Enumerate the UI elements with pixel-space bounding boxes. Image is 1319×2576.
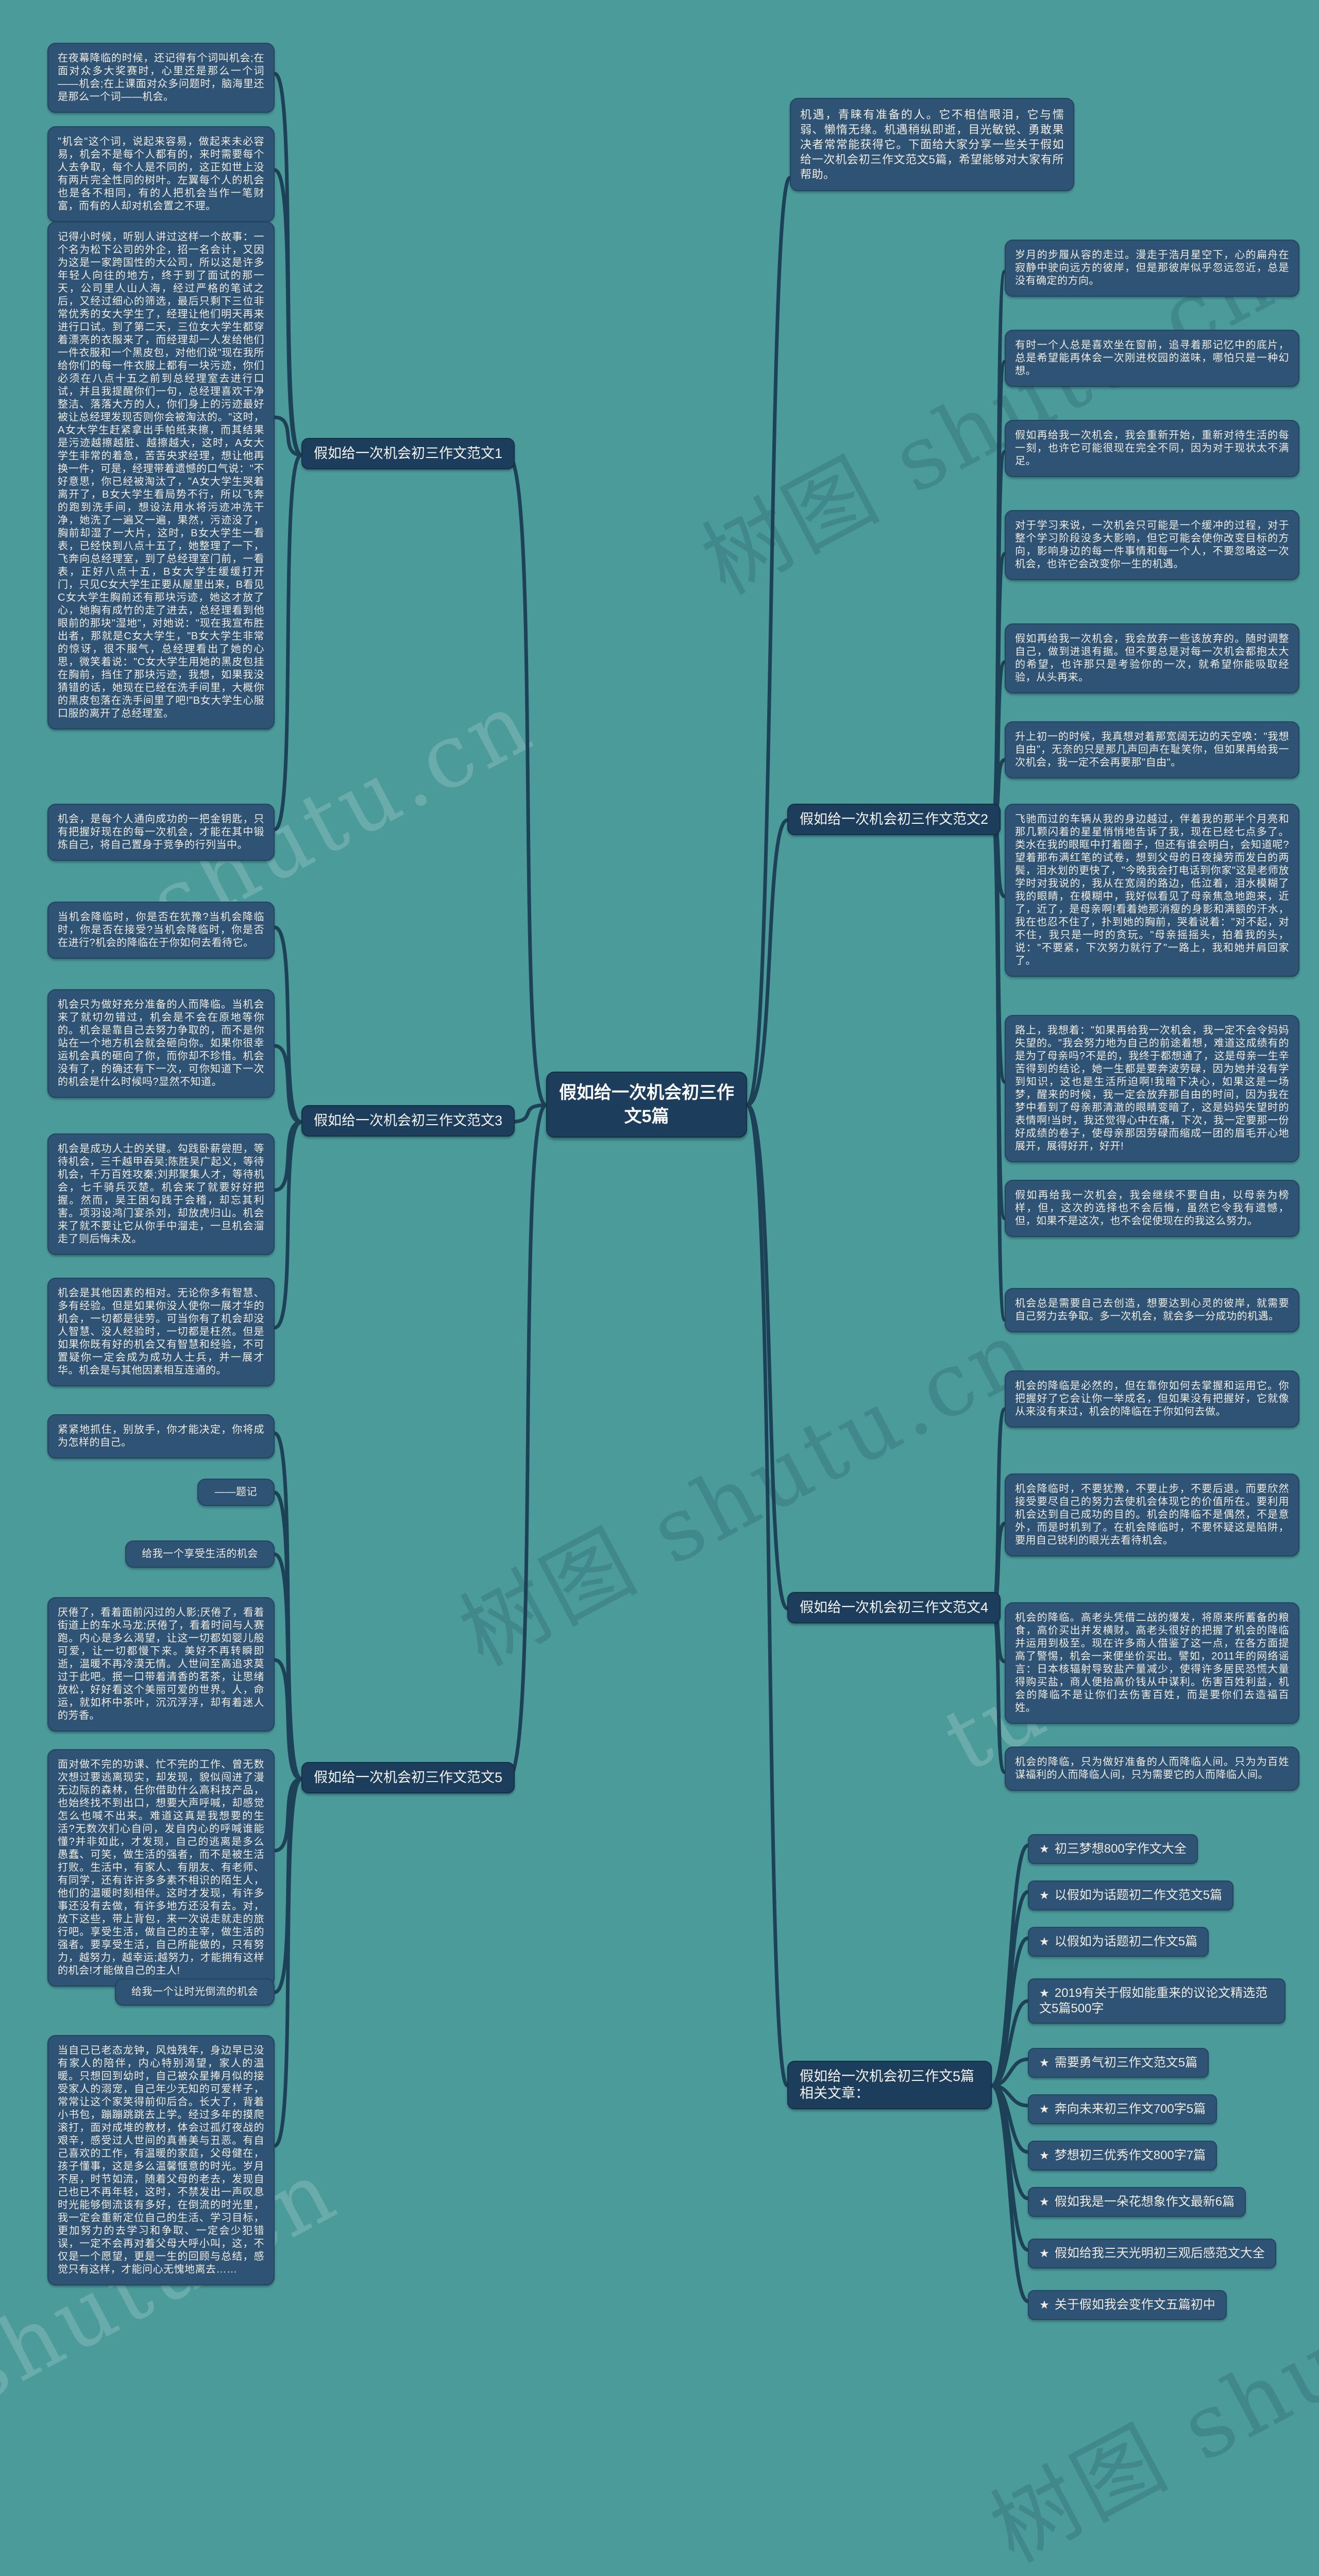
leaf-section-title[interactable]: 给我一个让时光倒流的机会 (115, 1978, 275, 2006)
leaf-paragraph[interactable]: 假如再给我一次机会，我会放弃一些该放弃的。随时调整自己，做到进退有据。但不要总是… (1005, 623, 1299, 693)
star-icon: ★ (1039, 2149, 1050, 2162)
related-article-link[interactable]: ★ 奔向未来初三作文700字5篇 (1028, 2094, 1217, 2124)
star-icon: ★ (1039, 1842, 1050, 1855)
star-icon: ★ (1039, 2298, 1050, 2311)
leaf-paragraph[interactable]: 假如再给我一次机会，我会继续不要自由，以母亲为榜样，但，这次的选择也不会后悔，虽… (1005, 1180, 1299, 1237)
leaf-paragraph[interactable]: 飞驰而过的车辆从我的身边越过，伴着我的那半个月亮和那几颗闪着的星星悄悄地告诉了我… (1005, 804, 1299, 977)
connector-lines (273, 72, 1030, 2303)
related-article-link[interactable]: ★ 需要勇气初三作文范文5篇 (1028, 2048, 1209, 2078)
root-node[interactable]: 假如给一次机会初三作文5篇 (546, 1072, 747, 1138)
related-article-label: 初三梦想800字作文大全 (1054, 1842, 1187, 1856)
leaf-paragraph[interactable]: 路上，我想着："如果再给我一次机会，我一定不会令妈妈失望的。"我会努力地为自己的… (1005, 1015, 1299, 1162)
leaf-paragraph[interactable]: 在夜幕降临的时候，还记得有个词叫机会;在面对众多大奖赛时，心里还是那么一个词——… (47, 43, 275, 113)
leaf-paragraph[interactable]: 岁月的步履从容的走过。漫走于浩月星空下，心的扁舟在寂静中驶向远方的彼岸，但是那彼… (1005, 240, 1299, 297)
leaf-paragraph[interactable]: 对于学习来说，一次机会只可能是一个缓冲的过程，对于整个学习阶段没多大影响，但它可… (1005, 510, 1299, 580)
star-icon: ★ (1039, 1987, 1050, 1999)
leaf-paragraph[interactable]: 机会降临时，不要犹豫，不要止步，不要后退。而要欣然接受要尽自己的努力去使机会体现… (1005, 1473, 1299, 1556)
related-article-label: 梦想初三优秀作文800字7篇 (1054, 2148, 1206, 2162)
leaf-paragraph[interactable]: 有时一个人总是喜欢坐在窗前，追寻着那记忆中的底片，总是希望能再体会一次刚进校园的… (1005, 330, 1299, 387)
related-article-label: 关于假如我会变作文五篇初中 (1054, 2298, 1215, 2312)
star-icon: ★ (1039, 1889, 1050, 1902)
related-article-label: 以假如为话题初二作文5篇 (1054, 1935, 1198, 1948)
related-article-link[interactable]: ★ 假如给我三天光明初三观后感范文大全 (1028, 2239, 1276, 2268)
leaf-paragraph[interactable]: 机会，是每个人通向成功的一把金钥匙，只有把握好现在的每一次机会，才能在其中锻炼自… (47, 804, 275, 861)
branch-label-essay3[interactable]: 假如给一次机会初三作文范文3 (301, 1105, 515, 1137)
leaf-paragraph[interactable]: 记得小时候，听别人讲过这样一个故事：一个名为松下公司的外企，招一名会计，又因为这… (47, 222, 275, 730)
related-article-label: 假如我是一朵花想象作文最新6篇 (1054, 2195, 1235, 2209)
star-icon: ★ (1039, 2247, 1050, 2260)
leaf-paragraph[interactable]: 面对做不完的功课、忙不完的工作、曾无数次想过要逃离现实，却发现，貌似闯进了漫无边… (47, 1749, 275, 1987)
related-article-link[interactable]: ★ 以假如为话题初二作文范文5篇 (1028, 1880, 1234, 1910)
leaf-paragraph[interactable]: 机会只为做好充分准备的人而降临。当机会来了就切勿错过，机会是不会在原地等你的。机… (47, 989, 275, 1098)
branch-label-essay5[interactable]: 假如给一次机会初三作文范文5 (301, 1762, 515, 1793)
leaf-paragraph[interactable]: 机会是成功人士的关键。勾践卧薪尝胆，等待机会，三千越甲吞吴;陈胜吴广起义，等待机… (47, 1133, 275, 1255)
related-article-link[interactable]: ★ 关于假如我会变作文五篇初中 (1028, 2290, 1227, 2320)
leaf-paragraph[interactable]: 假如再给我一次机会，我会重新开始，重新对待生活的每一刻，也许它可能很现在完全不同… (1005, 420, 1299, 477)
related-article-link[interactable]: ★ 梦想初三优秀作文800字7篇 (1028, 2141, 1217, 2171)
leaf-paragraph[interactable]: 机会的降临。高老头凭借二战的爆发，将原来所蓄备的粮食，高价买出并发横财。高老头很… (1005, 1602, 1299, 1724)
branch-label-essay4[interactable]: 假如给一次机会初三作文范文4 (787, 1592, 1001, 1623)
leaf-paragraph[interactable]: 升上初一的时候，我真想对着那宽阔无边的天空唤："我想自由"，无奈的只是那几声回声… (1005, 721, 1299, 778)
related-article-link[interactable]: ★ 假如我是一朵花想象作文最新6篇 (1028, 2187, 1246, 2217)
related-article-label: 以假如为话题初二作文范文5篇 (1054, 1888, 1223, 1902)
related-article-link[interactable]: ★ 2019有关于假如能重来的议论文精选范文5篇500字 (1028, 1978, 1286, 2024)
leaf-paragraph[interactable]: 机会的降临，只为做好准备的人而降临人间。只为为百姓谋福利的人而降临人间，只为需要… (1005, 1747, 1299, 1791)
star-icon: ★ (1039, 1935, 1050, 1948)
leaf-paragraph[interactable]: 厌倦了，看着面前闪过的人影;厌倦了，看着街道上的车水马龙;厌倦了，看着时间与人赛… (47, 1597, 275, 1732)
star-icon: ★ (1039, 2195, 1050, 2208)
branch-label-related-articles[interactable]: 假如给一次机会初三作文5篇相关文章： (787, 2061, 992, 2109)
related-article-link[interactable]: ★ 以假如为话题初二作文5篇 (1028, 1927, 1209, 1957)
star-icon: ★ (1039, 2056, 1050, 2069)
star-icon: ★ (1039, 2103, 1050, 2115)
branch-label-essay1[interactable]: 假如给一次机会初三作文范文1 (301, 438, 515, 469)
leaf-paragraph[interactable]: 机会的降临是必然的，但在靠你如何去掌握和运用它。你把握好了它会让你一举成名，但如… (1005, 1370, 1299, 1428)
related-article-link[interactable]: ★ 初三梦想800字作文大全 (1028, 1834, 1198, 1864)
leaf-intro[interactable]: 机遇，青睐有准备的人。它不相信眼泪，它与懦弱、懒惰无缘。机遇稍纵即逝，目光敏锐、… (790, 98, 1074, 191)
related-article-label: 奔向未来初三作文700字5篇 (1054, 2102, 1206, 2116)
leaf-epigraph[interactable]: ——题记 (197, 1479, 275, 1506)
leaf-paragraph[interactable]: 当自己已老态龙钟，风烛残年，身边早已没有家人的陪伴，内心特别渴望，家人的温暖。只… (47, 2035, 275, 2285)
leaf-paragraph[interactable]: 紧紧地抓住，别放手，你才能决定，你将成为怎样的自己。 (47, 1414, 275, 1459)
related-article-label: 2019有关于假如能重来的议论文精选范文5篇500字 (1039, 1986, 1268, 2015)
leaf-section-title[interactable]: 给我一个享受生活的机会 (125, 1540, 275, 1568)
leaf-paragraph[interactable]: 当机会降临时，你是否在犹豫?当机会降临时，你是否在接受?当机会降临时，你是否在进… (47, 902, 275, 959)
leaf-paragraph[interactable]: 机会总是需要自己去创造，想要达到心灵的彼岸，就需要自己努力去争取。多一次机会，就… (1005, 1288, 1299, 1332)
mindmap-canvas: { "root": { "label": "假如给一次机会初三作文5篇" }, … (0, 43, 1319, 2576)
related-article-label: 假如给我三天光明初三观后感范文大全 (1054, 2246, 1265, 2260)
branch-label-essay2[interactable]: 假如给一次机会初三作文范文2 (787, 804, 1001, 835)
leaf-paragraph[interactable]: 机会是其他因素的相对。无论你多有智慧、多有经验。但是如果你没人使你一展才华的机会… (47, 1278, 275, 1386)
leaf-paragraph[interactable]: "机会"这个词，说起来容易，做起来未必容易，机会不是每个人都有的，来时需要每个人… (47, 126, 275, 222)
related-article-label: 需要勇气初三作文范文5篇 (1054, 2056, 1198, 2070)
